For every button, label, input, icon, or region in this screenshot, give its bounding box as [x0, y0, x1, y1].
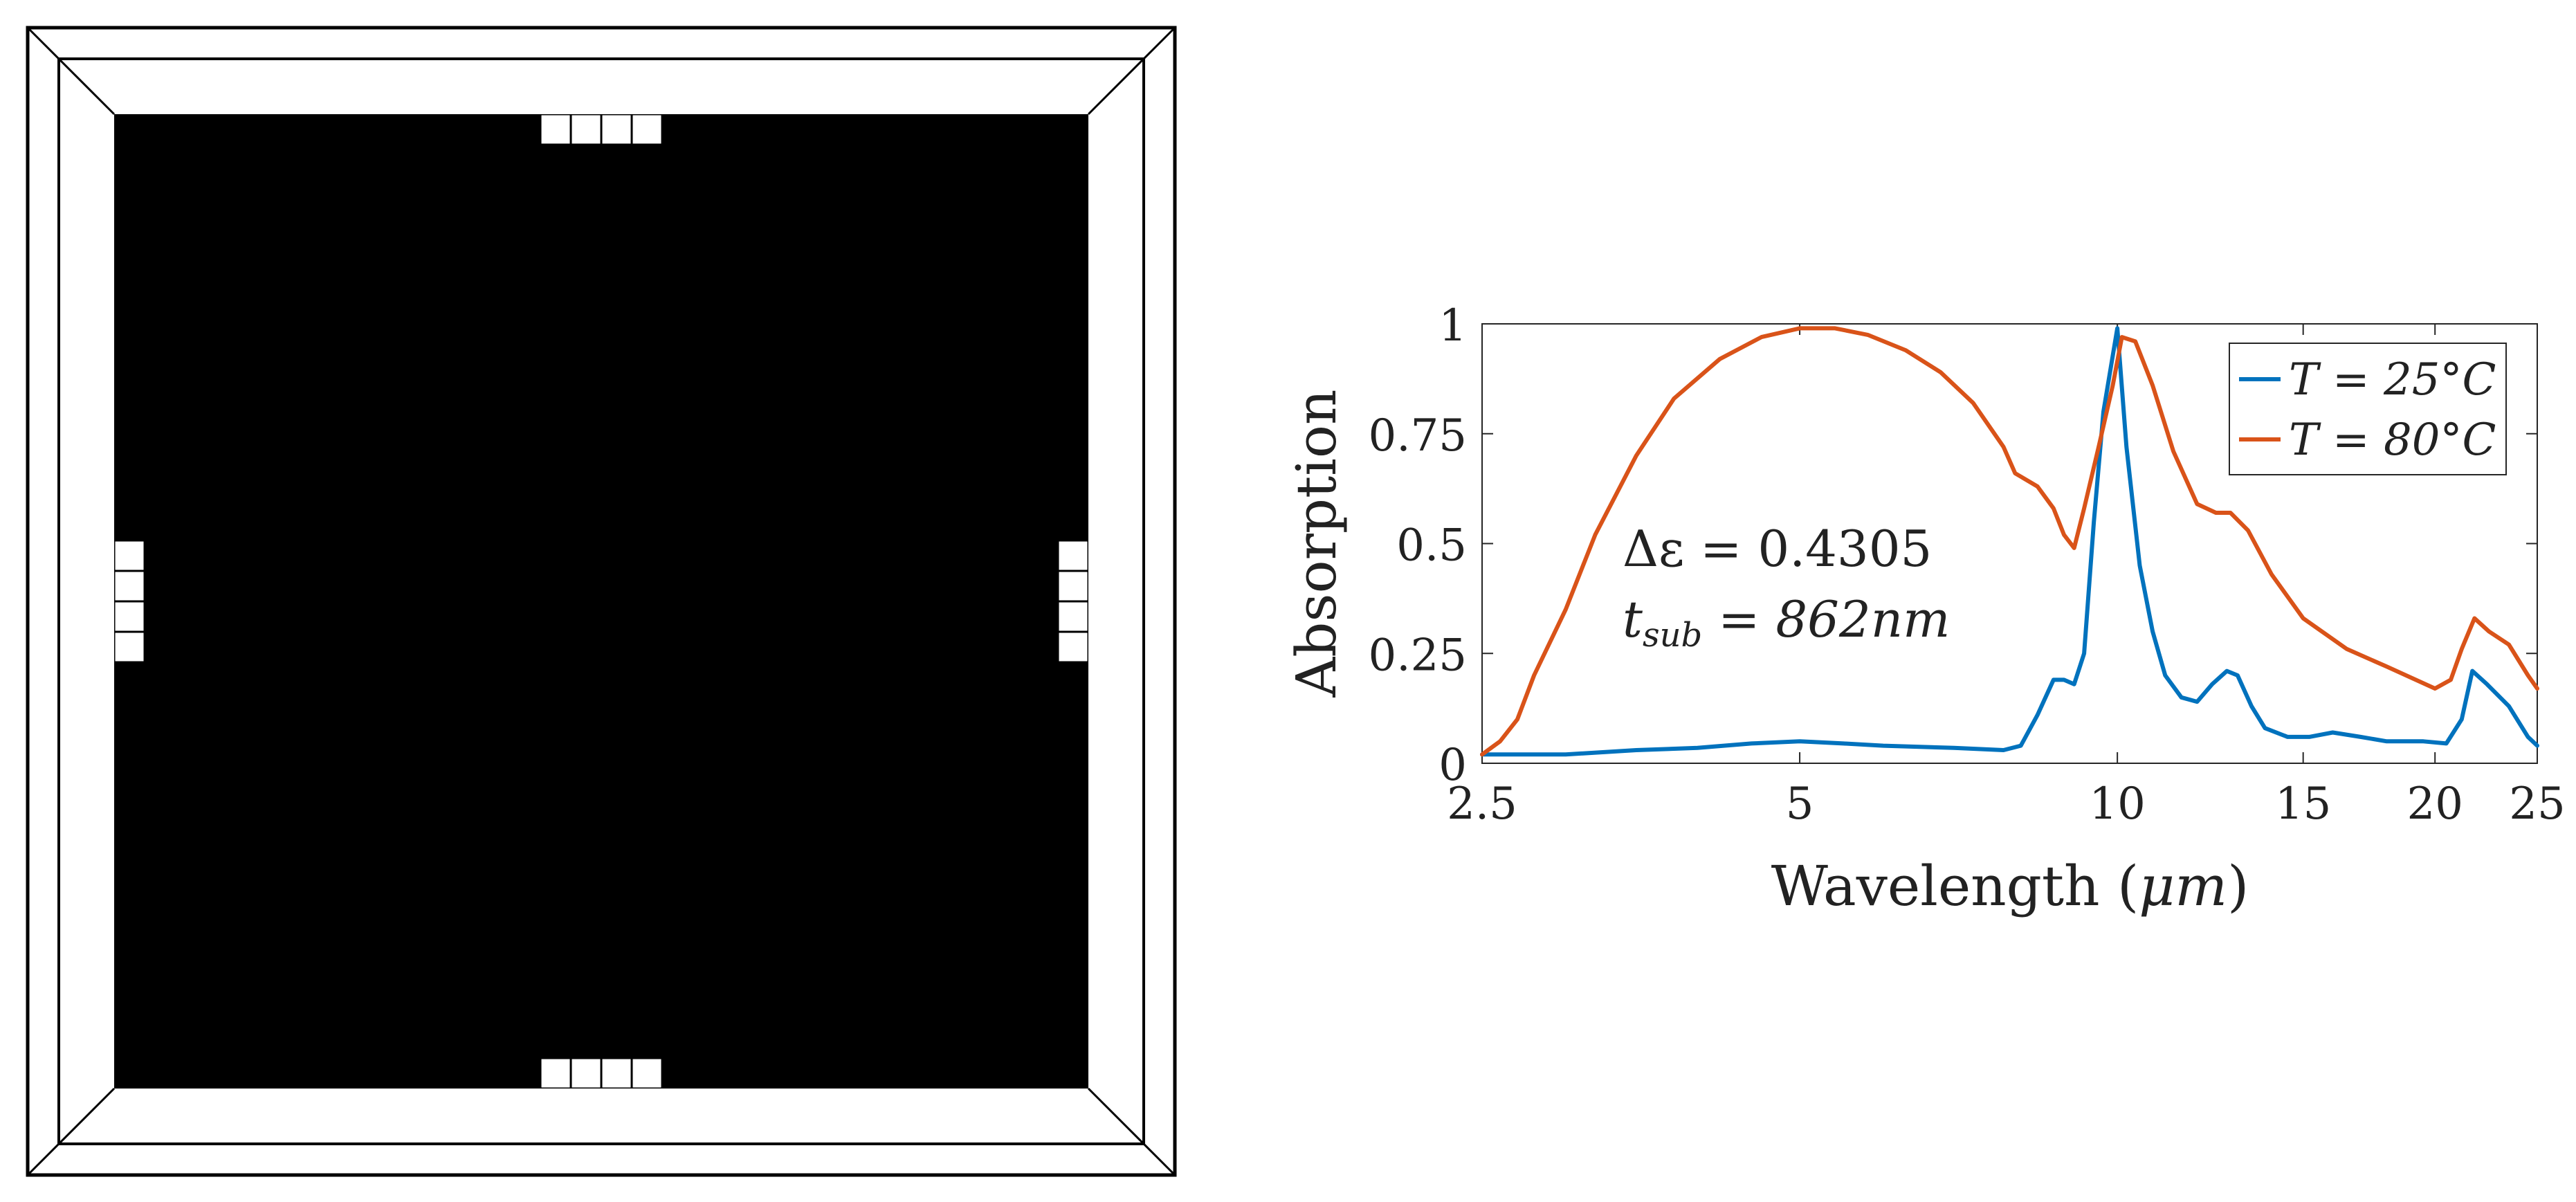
pattern-cell-14-0	[115, 541, 144, 570]
x-tick-label-2: 10	[2089, 778, 2145, 830]
x-ticks: 2.5 5 10 15 20 25	[1447, 324, 2566, 830]
annotation-delta-epsilon: Δε = 0.4305	[1623, 520, 1932, 578]
frame-bevel-tl	[26, 26, 116, 116]
pattern-cell-0-17	[632, 115, 661, 144]
x-tick-label-3: 15	[2275, 778, 2331, 830]
x-tick-label-0: 2.5	[1447, 778, 1517, 830]
annotation-t-symbol: t	[1623, 590, 1643, 648]
y-tick-label-2: 0.5	[1396, 520, 1467, 572]
frame-bevel-br	[1087, 1087, 1176, 1176]
x-axis-unit-open: (	[2100, 854, 2139, 918]
x-tick-label-4: 20	[2406, 778, 2463, 830]
y-ticks: 0 0.25 0.5 0.75 1	[1369, 300, 2537, 791]
series-lines	[1480, 326, 2539, 757]
pattern-cell-16-0	[115, 602, 144, 631]
pattern-cell-31-17	[632, 1059, 661, 1088]
legend: T = 25°C T = 80°C	[2229, 343, 2507, 475]
annotation-t-equals: =	[1702, 590, 1775, 648]
spectrum-panel: 2.5 5 10 15 20 25 0 0.25 0.5 0.75 1 Wavelength (μ…	[1284, 300, 2566, 918]
frame-bevel-tr	[1087, 26, 1176, 116]
annotation-t-subscript: sub	[1643, 616, 1702, 655]
x-axis-unit: μm	[2139, 854, 2227, 918]
pattern-cell-17-0	[115, 632, 144, 662]
pattern-cell-0-15	[572, 115, 601, 144]
annotation-t-value: 862nm	[1775, 590, 1950, 648]
pattern-cell-0-16	[602, 115, 631, 144]
pattern-cell-0-14	[541, 115, 570, 144]
pattern-area	[114, 114, 1088, 1089]
pattern-cell-15-31	[1059, 572, 1088, 601]
pattern-panel	[26, 26, 1177, 1177]
pattern-cell-15-0	[115, 572, 144, 601]
x-tick-label-1: 5	[1786, 778, 1814, 830]
pattern-cell-17-31	[1059, 632, 1088, 662]
legend-label-25c: T = 25°C	[2289, 354, 2496, 406]
series-line-25c	[1480, 326, 2539, 757]
y-axis-label: Absorption	[1284, 389, 1349, 698]
legend-box	[2229, 343, 2507, 475]
annotation-delta-epsilon-value: 0.4305	[1757, 520, 1932, 578]
pattern-cells	[115, 115, 1088, 1088]
frame-bevel-bl	[26, 1087, 116, 1176]
series-line-80c	[1480, 326, 2539, 757]
annotation-delta-epsilon-equals: =	[1684, 520, 1757, 578]
pattern-cell-16-31	[1059, 602, 1088, 631]
x-axis-unit-close: )	[2227, 854, 2249, 918]
x-tick-label-5: 25	[2509, 778, 2565, 830]
pattern-cell-14-31	[1059, 541, 1088, 570]
x-axis-label: Wavelength (μm)	[1771, 854, 2249, 918]
y-tick-label-3: 0.75	[1369, 410, 1468, 462]
annotation-delta-epsilon-symbol: Δε	[1623, 520, 1684, 578]
pattern-cell-31-15	[572, 1059, 601, 1088]
annotation-substrate-thickness: tsub = 862nm	[1623, 590, 1950, 655]
y-tick-label-4: 1	[1438, 300, 1467, 352]
pattern-cell-31-16	[602, 1059, 631, 1088]
x-axis-label-text: Wavelength	[1771, 854, 2100, 918]
y-tick-label-1: 0.25	[1369, 630, 1468, 681]
pattern-cell-31-14	[541, 1059, 570, 1088]
legend-label-80c: T = 80°C	[2289, 415, 2496, 466]
y-tick-label-0: 0	[1438, 740, 1467, 791]
